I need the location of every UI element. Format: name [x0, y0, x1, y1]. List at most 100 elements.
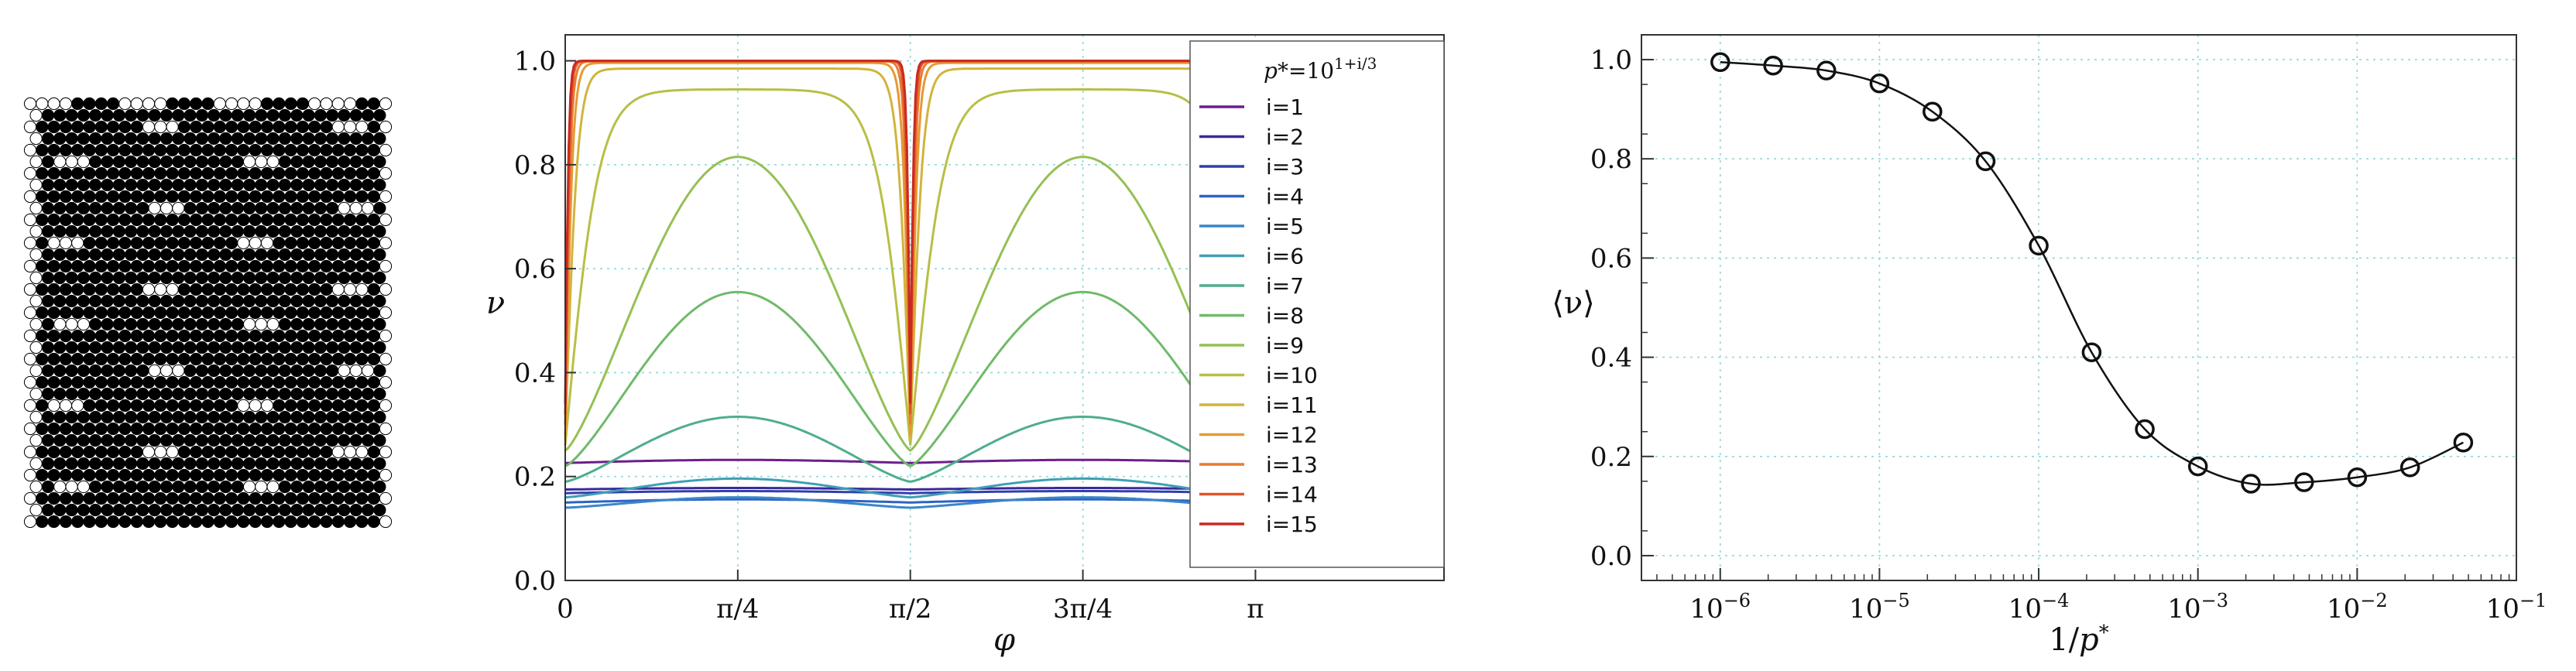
lattice-particle	[314, 364, 327, 378]
lattice-particle	[83, 166, 96, 180]
lattice-particle	[273, 190, 286, 204]
lattice-particle	[125, 433, 138, 447]
lattice-particle	[118, 445, 132, 459]
lattice-particle	[83, 282, 96, 296]
lattice-particle	[355, 491, 369, 505]
lattice-particle	[355, 236, 369, 250]
lattice-particle	[237, 213, 250, 227]
lattice-particle	[273, 491, 286, 505]
lattice-particle	[118, 143, 132, 157]
lattice-particle	[47, 468, 60, 482]
lattice-particle	[190, 213, 203, 227]
lattice-particle	[71, 213, 84, 227]
lattice-particle	[94, 143, 108, 157]
lattice-particle	[71, 282, 84, 296]
nu-ytick-label: 0.6	[514, 254, 556, 285]
lattice-particle	[296, 399, 309, 413]
lattice-particle	[273, 422, 286, 436]
lattice-particle	[184, 108, 197, 122]
nu-xtick-label: π/2	[889, 594, 931, 625]
lattice-particle	[125, 248, 138, 262]
lattice-particle	[184, 503, 197, 517]
lattice-particle	[355, 329, 369, 343]
lattice-particle	[184, 364, 197, 378]
lattice-particle	[41, 341, 55, 354]
lattice-particle	[59, 375, 73, 389]
lattice-particle	[172, 433, 185, 447]
lattice-particle	[260, 468, 274, 482]
lattice-particle	[112, 108, 125, 122]
lattice-particle	[89, 132, 102, 145]
lattice-particle	[71, 190, 84, 204]
lattice-particle	[344, 491, 357, 505]
lattice-particle	[260, 422, 274, 436]
lattice-particle	[208, 387, 221, 401]
lattice-particle	[47, 282, 60, 296]
lattice-particle	[373, 433, 386, 447]
lattice-particle	[213, 166, 226, 180]
lattice-particle	[379, 445, 393, 459]
avg-ticks: 10−6 10−5 10−4 10−3 10−2 10−1 0.0 0.2 0.4 0.6 0.8 1…	[1590, 34, 2547, 625]
lattice-particle	[65, 387, 78, 401]
lattice-particle	[326, 271, 339, 285]
lattice-particle	[166, 445, 179, 459]
lattice-particle	[208, 294, 221, 308]
lattice-particle	[284, 375, 297, 389]
lattice-particle	[243, 317, 256, 331]
lattice-particle	[296, 375, 309, 389]
lattice-particle	[314, 201, 327, 215]
lattice-particle	[231, 410, 244, 424]
lattice-particle	[237, 375, 250, 389]
lattice-particle	[36, 399, 49, 413]
lattice-particle	[136, 132, 149, 145]
lattice-particle	[201, 468, 214, 482]
lattice-particle	[201, 515, 214, 529]
lattice-particle	[195, 433, 208, 447]
lattice-particle	[125, 410, 138, 424]
lattice-particle	[225, 282, 238, 296]
lattice-particle	[101, 364, 114, 378]
nu-series-i-7	[564, 416, 1256, 483]
lattice-particle	[29, 155, 43, 169]
lattice-particle	[59, 352, 73, 366]
lattice-particle	[284, 97, 297, 111]
lattice-particle	[208, 155, 221, 169]
lattice-particle	[23, 352, 37, 366]
lattice-particle	[237, 120, 250, 134]
lattice-particle	[83, 120, 96, 134]
lattice-particle	[278, 387, 291, 401]
legend-label: i=10	[1266, 363, 1318, 389]
lattice-particle	[41, 457, 55, 471]
lattice-particle	[118, 491, 132, 505]
lattice-particle	[302, 294, 315, 308]
lattice-particle	[107, 445, 120, 459]
lattice-particle	[94, 190, 108, 204]
lattice-particle	[320, 306, 333, 320]
lattice-particle	[273, 259, 286, 273]
lattice-particle	[148, 178, 161, 192]
lattice-particle	[154, 515, 167, 529]
lattice-particle	[159, 155, 173, 169]
lattice-particle	[36, 515, 49, 529]
lattice-particle	[107, 190, 120, 204]
avg-fit-curve	[1720, 61, 2464, 486]
lattice-particle	[77, 341, 91, 354]
lattice-particle	[273, 445, 286, 459]
lattice-particle	[308, 468, 321, 482]
lattice-particle	[367, 97, 380, 111]
legend-label: i=7	[1266, 273, 1304, 299]
lattice-particle	[148, 503, 161, 517]
lattice-particle	[184, 224, 197, 238]
lattice-particle	[23, 190, 37, 204]
lattice-particle	[125, 178, 138, 192]
lattice-particle	[344, 143, 357, 157]
lattice-particle	[41, 317, 55, 331]
lattice-particle	[89, 480, 102, 494]
lattice-particle	[47, 306, 60, 320]
lattice-particle	[89, 248, 102, 262]
lattice-particle	[208, 410, 221, 424]
lattice-particle	[23, 375, 37, 389]
lattice-particle	[284, 259, 297, 273]
lattice-particle	[190, 306, 203, 320]
lattice-particle	[201, 399, 214, 413]
